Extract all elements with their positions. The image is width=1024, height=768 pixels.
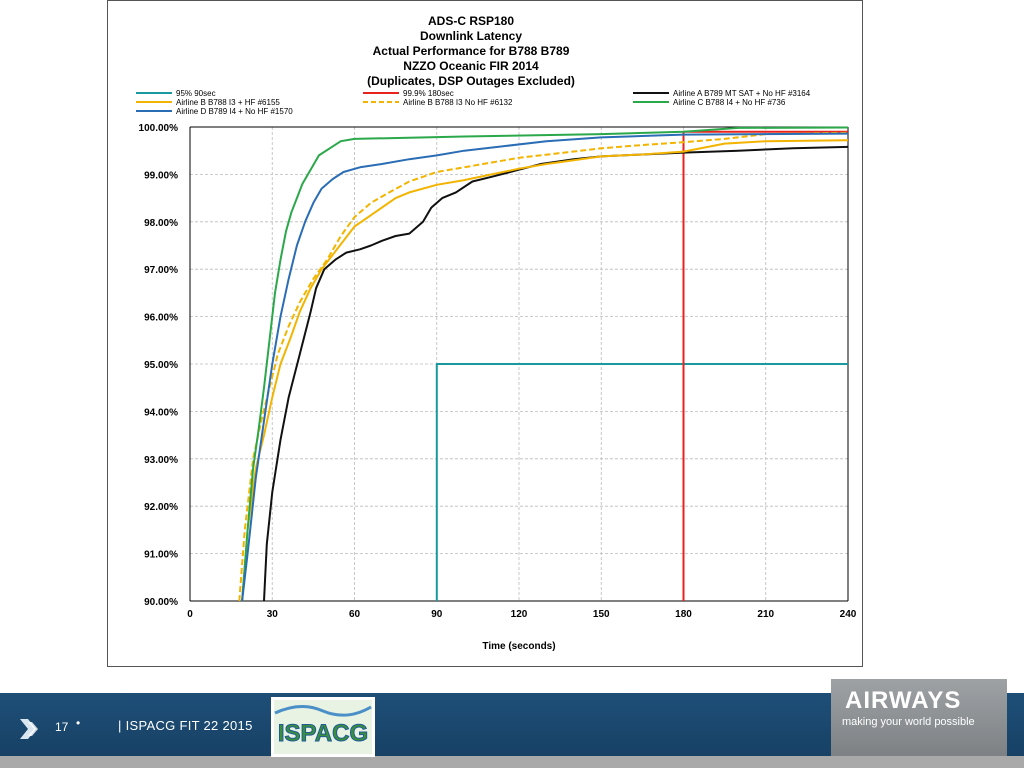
ispacg-logo-text: ISPACG (278, 720, 368, 747)
series-line (241, 139, 849, 602)
x-tick-label: 0 (187, 609, 193, 620)
chevron-arrow-icon (20, 719, 38, 739)
series-line (263, 145, 849, 602)
series-line (241, 126, 849, 602)
airways-tagline: making your world possible (842, 716, 975, 728)
chart-title-line: Actual Performance for B788 B789 (373, 44, 570, 58)
legend-label: 95% 90sec (176, 89, 216, 98)
x-tick-label: 30 (267, 609, 279, 620)
series-line (435, 363, 848, 601)
y-tick-label: 91.00% (144, 550, 178, 561)
legend-label: Airline A B789 MT SAT + No HF #3164 (673, 89, 811, 98)
x-tick-label: 120 (511, 609, 528, 620)
y-tick-label: 95.00% (144, 360, 178, 371)
y-tick-label: 98.00% (144, 218, 178, 229)
y-tick-label: 96.00% (144, 313, 178, 324)
footer-bottom-strip (0, 756, 1024, 768)
y-tick-label: 94.00% (144, 407, 178, 418)
x-tick-label: 210 (757, 609, 774, 620)
chart-title-line: (Duplicates, DSP Outages Excluded) (367, 74, 575, 88)
series-line (241, 132, 849, 602)
legend-label: Airline B B788 I3 + HF #6155 (176, 98, 280, 107)
series-line (238, 131, 849, 602)
legend-label: Airline D B789 I4 + No HF #1570 (176, 107, 293, 116)
legend-label: Airline B B788 I3 No HF #6132 (403, 98, 513, 107)
footer-text: | ISPACG FIT 22 2015 (118, 718, 253, 733)
x-tick-label: 60 (349, 609, 361, 620)
chart-frame: ADS-C RSP180 Downlink Latency Actual Perfo… (107, 0, 863, 667)
page-number: 17 (55, 720, 69, 734)
y-tick-label: 100.00% (139, 123, 179, 134)
x-tick-label: 90 (431, 609, 443, 620)
y-tick-label: 92.00% (144, 502, 178, 513)
footer-separator: • (76, 716, 81, 730)
legend-label: 99.9% 180sec (403, 89, 454, 98)
legend-label: Airline C B788 I4 + No HF #736 (673, 98, 786, 107)
chart-title-line: ADS-C RSP180 (428, 14, 514, 28)
chart-title-line: NZZO Oceanic FIR 2014 (403, 59, 539, 73)
x-axis-label: Time (seconds) (482, 641, 555, 652)
x-tick-label: 180 (675, 609, 692, 620)
ispacg-logo: ISPACG (271, 697, 375, 757)
y-tick-label: 93.00% (144, 455, 178, 466)
x-tick-label: 150 (593, 609, 610, 620)
x-tick-label: 240 (840, 609, 857, 620)
airways-brand-name: AIRWAYS (845, 687, 962, 714)
y-tick-label: 99.00% (144, 170, 178, 181)
airways-logo: AIRWAYS making your world possible (831, 679, 1007, 756)
y-tick-label: 90.00% (144, 597, 178, 608)
y-tick-label: 97.00% (144, 265, 178, 276)
chart-title-line: Downlink Latency (420, 29, 522, 43)
